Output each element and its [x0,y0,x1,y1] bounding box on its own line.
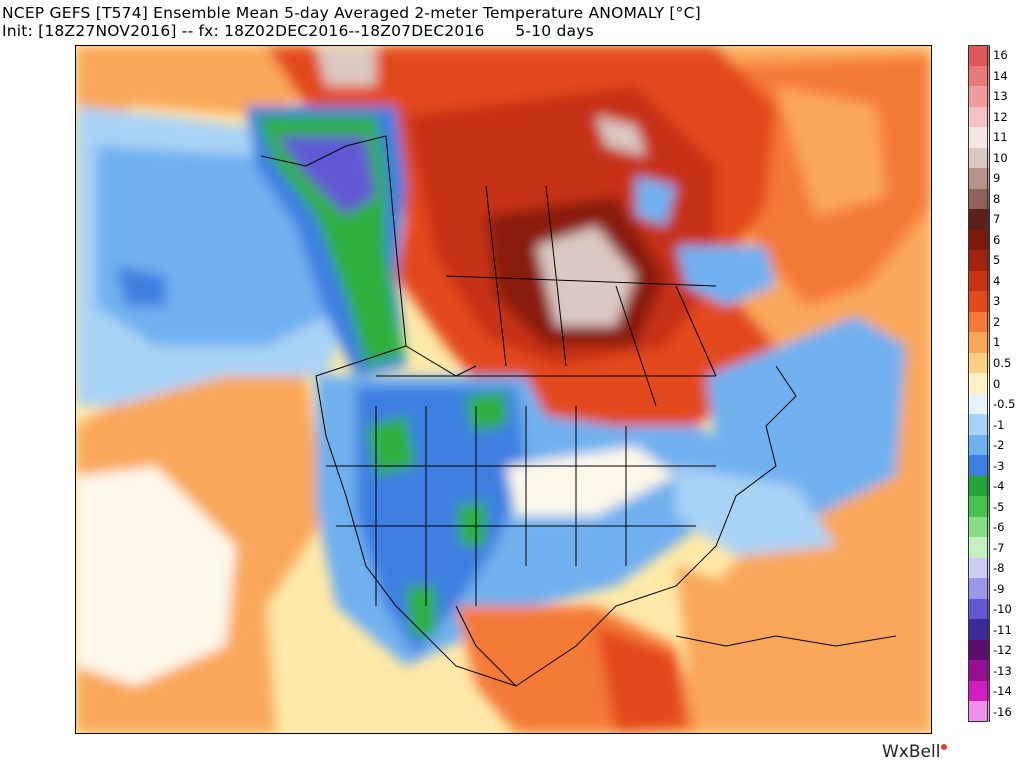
color-scale-label: -2 [993,438,1005,453]
color-scale-label: -0.5 [993,397,1016,411]
temperature-anomaly-map [75,45,932,734]
brand-logo: WxBell [882,742,948,762]
color-scale-label: -1 [993,417,1005,432]
color-scale-label: 6 [993,232,1001,247]
color-scale-label: -7 [993,540,1005,555]
brand-logo-dot-icon [941,744,948,750]
color-scale-label: -8 [993,561,1005,576]
color-scale-label: -6 [993,520,1005,535]
color-scale-label: 3 [993,294,1001,309]
color-scale-label: 14 [993,68,1008,83]
color-scale-label: 12 [993,109,1008,124]
color-scale-label: 8 [993,191,1001,206]
color-scale-label: 7 [993,212,1001,227]
color-scale-label: 4 [993,273,1001,288]
color-scale-label: 5 [993,253,1001,268]
color-scale-label: 0.5 [993,355,1012,370]
color-scale-label: -12 [993,643,1012,658]
anomaly-field [76,46,931,733]
color-scale-label: -14 [993,684,1012,699]
color-scale-label: 1 [993,335,1001,350]
color-scale-label: -9 [993,581,1005,596]
map-title: NCEP GEFS [T574] Ensemble Mean 5-day Ave… [2,4,701,22]
color-scale-label: -5 [993,499,1005,514]
color-scale-label: -3 [993,458,1005,473]
color-scale-label: 2 [993,314,1001,329]
forecast-init-line: Init: [18Z27NOV2016] -- fx: 18Z02DEC2016… [2,22,594,40]
color-scale-label: -4 [993,479,1005,494]
color-scale-label: -10 [993,602,1012,617]
color-scale-label: 11 [993,130,1008,145]
color-scale-label: 13 [993,89,1008,104]
color-scale-label: 10 [993,150,1008,165]
color-scale-label: -13 [993,663,1012,678]
color-scale-label: 0 [993,376,1001,391]
color-scale-border [968,45,988,722]
color-scale-label: -11 [993,622,1012,637]
color-scale-label: 16 [993,48,1008,63]
boundary-lines [260,135,897,687]
color-scale-label: 9 [993,171,1001,186]
color-scale-label: -16 [993,704,1012,719]
